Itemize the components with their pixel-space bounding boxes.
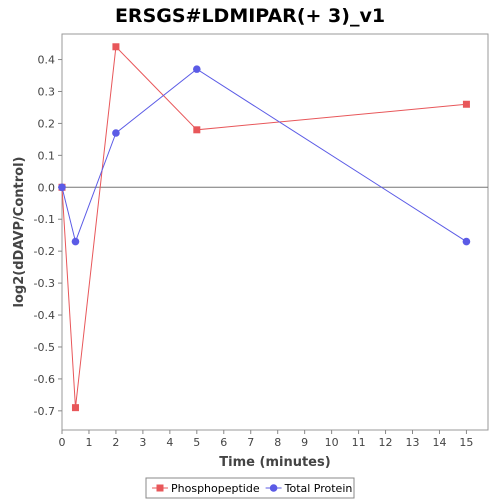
x-tick-label: 2	[112, 436, 119, 449]
x-tick-label: 9	[301, 436, 308, 449]
x-tick-label: 8	[274, 436, 281, 449]
x-tick-label: 0	[59, 436, 66, 449]
y-tick-label: 0.4	[38, 54, 56, 67]
series-layer	[58, 43, 471, 412]
x-tick-label: 15	[459, 436, 473, 449]
plot-area	[61, 33, 489, 431]
legend: Phosphopeptide Total Protein	[152, 482, 352, 495]
y-tick-label: -0.1	[34, 213, 55, 226]
legend-circle-marker	[269, 484, 278, 492]
x-tick-label: 7	[247, 436, 254, 449]
y-tick-label: -0.2	[34, 245, 55, 258]
data-point-total-protein	[112, 129, 120, 137]
data-point-total-protein	[462, 237, 471, 246]
y-tick-label: -0.4	[34, 309, 55, 322]
x-tick-label: 1	[85, 436, 92, 449]
y-tick-label: -0.3	[34, 277, 55, 290]
y-tick-label: -0.6	[34, 373, 55, 386]
x-tick-label: 11	[352, 436, 366, 449]
y-axis-label: log2(dDAVP/Control)	[12, 157, 27, 308]
x-tick-label: 5	[193, 436, 200, 449]
legend-label: Phosphopeptide	[171, 482, 260, 495]
legend-box	[145, 477, 355, 499]
y-tick-label: 0.2	[38, 117, 56, 130]
x-tick-label: 4	[166, 436, 173, 449]
legend-item-phosphopeptide: Phosphopeptide	[152, 482, 260, 495]
x-tick-label: 6	[220, 436, 227, 449]
x-tick-label: 12	[379, 436, 393, 449]
y-axis: -0.7 -0.6 -0.5 -0.4 -0.3 -0.2 -0.1 0.0 0.1 0.2 0.3…	[34, 54, 62, 418]
data-point-total-protein	[71, 237, 80, 246]
data-point-total-protein	[58, 183, 66, 192]
x-axis: 0 1 2 3 4 5 6 7 8 9 10 11 12 13 14 15	[59, 430, 473, 449]
data-point-phosphopeptide	[193, 126, 201, 134]
y-tick-label: -0.5	[34, 341, 55, 354]
data-point-phosphopeptide	[71, 404, 79, 412]
x-axis-label: Time (minutes)	[219, 455, 330, 470]
y-tick-label: -0.7	[34, 405, 55, 418]
x-tick-label: 13	[406, 436, 420, 449]
data-point-total-protein	[193, 65, 201, 73]
legend-label: Total Protein	[284, 482, 353, 495]
legend-square-marker	[156, 484, 164, 492]
y-tick-label: 0.1	[38, 149, 56, 162]
chart-title: ERSGS#LDMIPAR(+ 3)_v1	[115, 5, 385, 27]
x-tick-label: 14	[432, 436, 446, 449]
data-point-phosphopeptide	[462, 100, 470, 108]
x-tick-label: 3	[139, 436, 146, 449]
y-tick-label: 0.3	[38, 85, 56, 98]
data-point-phosphopeptide	[112, 43, 120, 51]
legend-item-total-protein: Total Protein	[265, 482, 353, 495]
y-tick-label: 0.0	[38, 181, 56, 194]
x-tick-label: 10	[325, 436, 339, 449]
